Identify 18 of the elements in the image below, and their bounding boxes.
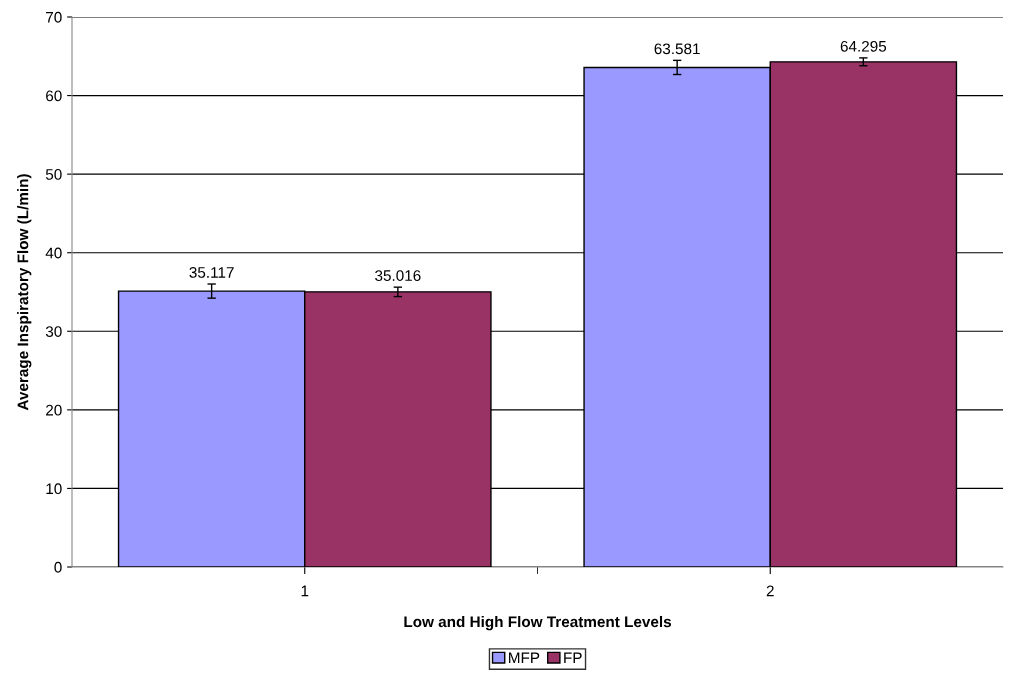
legend-label: FP xyxy=(564,652,582,664)
y-tick-label: 20 xyxy=(46,404,62,416)
x-tick-label: 1 xyxy=(301,585,309,597)
y-tick-label: 10 xyxy=(46,483,62,495)
y-tick-label: 70 xyxy=(46,11,62,23)
x-tick-label: 2 xyxy=(766,585,774,597)
y-tick-label: 40 xyxy=(45,247,62,259)
y-tick-label: 30 xyxy=(45,326,62,337)
data-label: 35.016 xyxy=(375,270,421,281)
y-axis-title: Average Inspiratory Flow (L/min) xyxy=(17,174,32,411)
x-axis-title: Low and High Flow Treatment Levels xyxy=(404,615,672,631)
y-tick-label: 60 xyxy=(46,90,62,102)
y-tick-label: 50 xyxy=(45,169,62,180)
y-tick-label: 0 xyxy=(54,561,62,573)
data-label: 35.117 xyxy=(189,267,234,278)
legend-label: MFP xyxy=(509,652,540,664)
data-label: 63.581 xyxy=(654,43,700,55)
data-label: 64.295 xyxy=(840,40,887,52)
